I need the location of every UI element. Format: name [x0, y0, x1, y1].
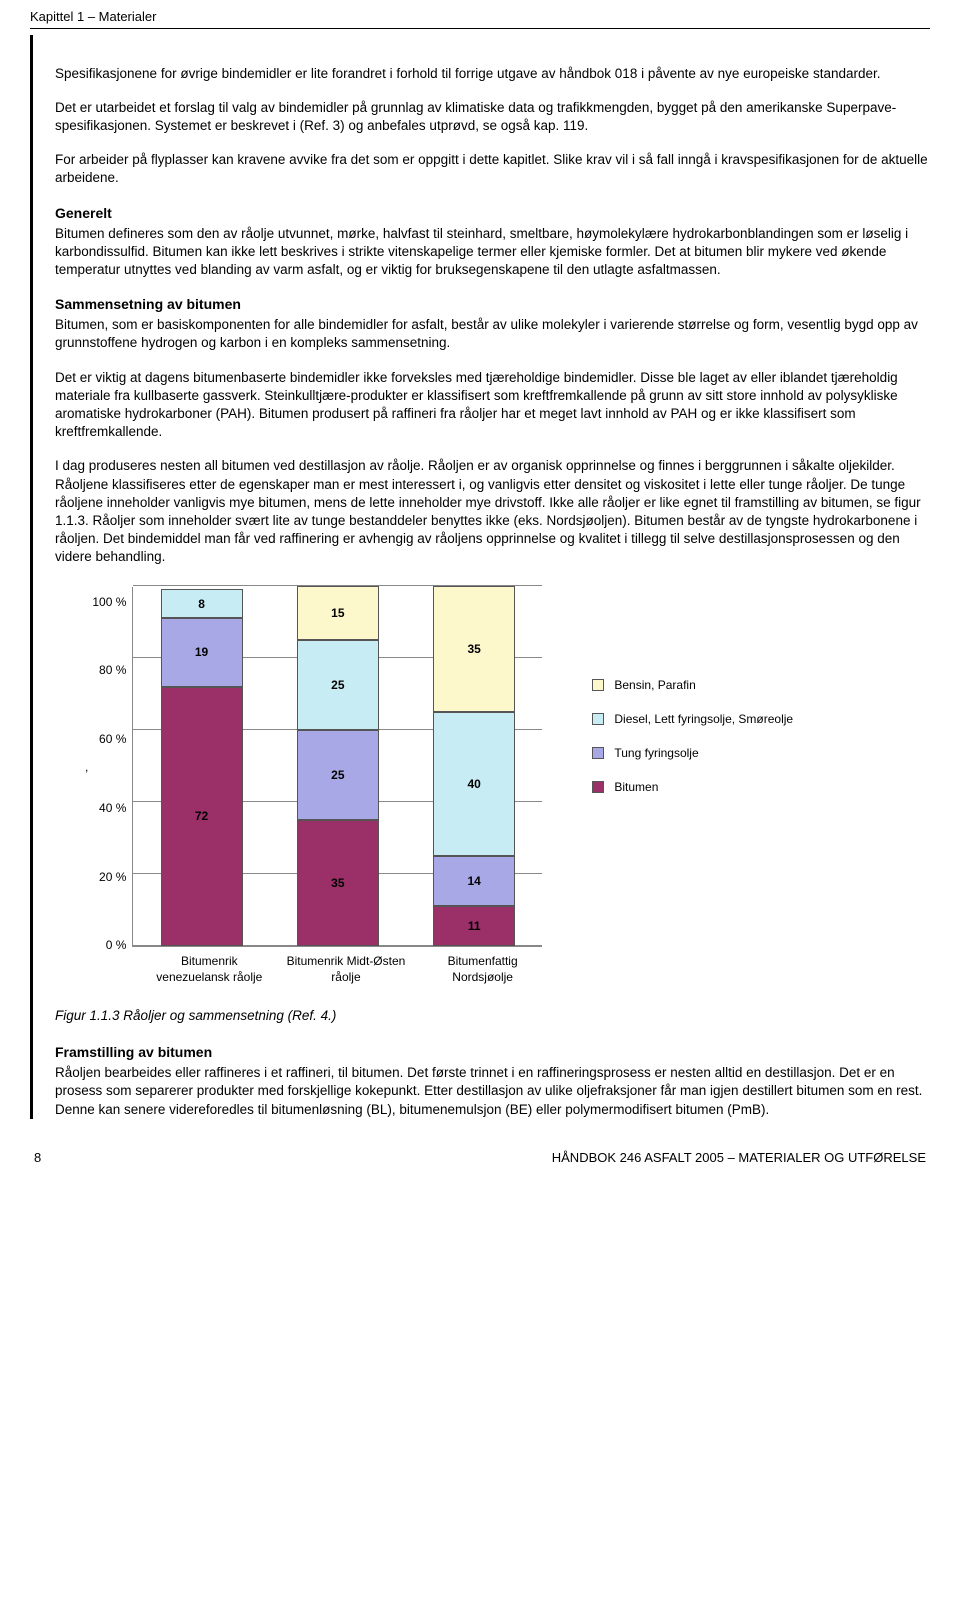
paragraph: Bitumen defineres som den av råolje utvu…	[55, 225, 930, 280]
legend-label: Diesel, Lett fyringsolje, Smøreolje	[614, 711, 793, 727]
legend-swatch	[592, 781, 604, 793]
x-axis-labels: Bitumenrik venezuelansk råolje Bitumenrik…	[141, 953, 551, 985]
legend: Bensin, Parafin Diesel, Lett fyringsolje,…	[592, 677, 793, 814]
legend-swatch	[592, 713, 604, 725]
plot-area: 721983525251511144035	[132, 587, 542, 947]
page: Kapittel 1 – Materialer Spesifikasjonene…	[0, 0, 960, 1186]
paragraph: Det er utarbeidet et forslag til valg av…	[55, 99, 930, 135]
legend-swatch	[592, 747, 604, 759]
bar-segment: 40	[433, 712, 515, 856]
heading-generelt: Generelt	[55, 204, 930, 223]
paragraph: Det er viktig at dagens bitumenbaserte b…	[55, 369, 930, 442]
page-number: 8	[34, 1149, 41, 1167]
paragraph: Bitumen, som er basiskomponenten for all…	[55, 316, 930, 352]
y-axis: 100 %80 %60 %40 %20 %0 %	[92, 587, 132, 947]
y-tick-label: 80 %	[92, 662, 126, 678]
x-tick-label: Bitumenrik venezuelansk råolje	[149, 953, 269, 985]
paragraph: I dag produseres nesten all bitumen ved …	[55, 457, 930, 566]
legend-item: Diesel, Lett fyringsolje, Smøreolje	[592, 711, 793, 727]
bar: 35252515	[297, 586, 379, 946]
bar-segment: 72	[161, 687, 243, 946]
bar-segment: 8	[161, 589, 243, 618]
y-tick-label: 40 %	[92, 800, 126, 816]
bar-group: 721983525251511144035	[133, 587, 542, 946]
x-tick-label: Bitumenrik Midt-Østen råolje	[286, 953, 406, 985]
legend-label: Bitumen	[614, 779, 658, 795]
bar: 72198	[161, 586, 243, 946]
bar-segment: 19	[161, 618, 243, 686]
stacked-bar-chart: , 100 %80 %60 %40 %20 %0 % 7219835252515…	[85, 587, 930, 985]
y-tick-label: 100 %	[92, 594, 126, 610]
figure-caption: Figur 1.1.3 Råoljer og sammensetning (Re…	[55, 1007, 930, 1025]
bar-segment: 15	[297, 586, 379, 640]
heading-framstilling: Framstilling av bitumen	[55, 1043, 930, 1062]
bar-segment: 35	[433, 586, 515, 712]
bar-segment: 25	[297, 730, 379, 820]
content-column: Spesifikasjonene for øvrige bindemidler …	[30, 35, 930, 1119]
bar-segment: 11	[433, 906, 515, 946]
paragraph: Spesifikasjonene for øvrige bindemidler …	[55, 65, 930, 83]
legend-item: Bitumen	[592, 779, 793, 795]
footer-title: HÅNDBOK 246 ASFALT 2005 – MATERIALER OG …	[552, 1149, 926, 1167]
paragraph: For arbeider på flyplasser kan kravene a…	[55, 151, 930, 187]
bar-segment: 25	[297, 640, 379, 730]
legend-swatch	[592, 679, 604, 691]
y-tick-label: 60 %	[92, 731, 126, 747]
y-tick-label: 0 %	[92, 937, 126, 953]
bar: 11144035	[433, 586, 515, 946]
legend-item: Bensin, Parafin	[592, 677, 793, 693]
legend-label: Bensin, Parafin	[614, 677, 695, 693]
y-axis-mark: ,	[85, 759, 88, 775]
bar-segment: 35	[297, 820, 379, 946]
y-tick-label: 20 %	[92, 869, 126, 885]
legend-item: Tung fyringsolje	[592, 745, 793, 761]
page-footer: 8 HÅNDBOK 246 ASFALT 2005 – MATERIALER O…	[30, 1149, 930, 1167]
heading-sammensetning: Sammensetning av bitumen	[55, 295, 930, 314]
chapter-header: Kapittel 1 – Materialer	[30, 8, 930, 29]
bar-segment: 14	[433, 856, 515, 906]
legend-label: Tung fyringsolje	[614, 745, 698, 761]
x-tick-label: Bitumenfattig Nordsjøolje	[423, 953, 543, 985]
paragraph: Råoljen bearbeides eller raffineres i et…	[55, 1064, 930, 1119]
